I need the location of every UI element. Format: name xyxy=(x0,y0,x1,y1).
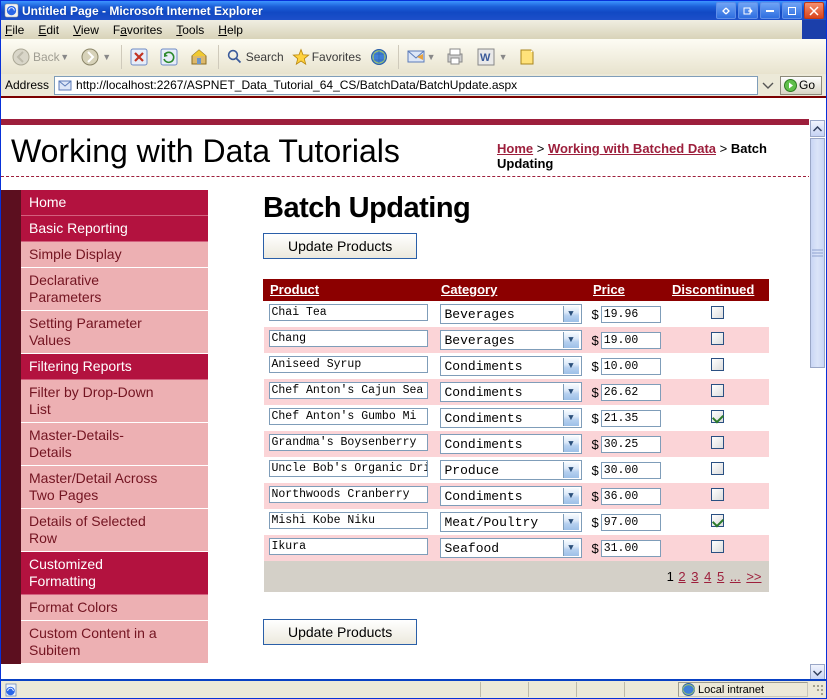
svg-text:W: W xyxy=(480,52,491,64)
